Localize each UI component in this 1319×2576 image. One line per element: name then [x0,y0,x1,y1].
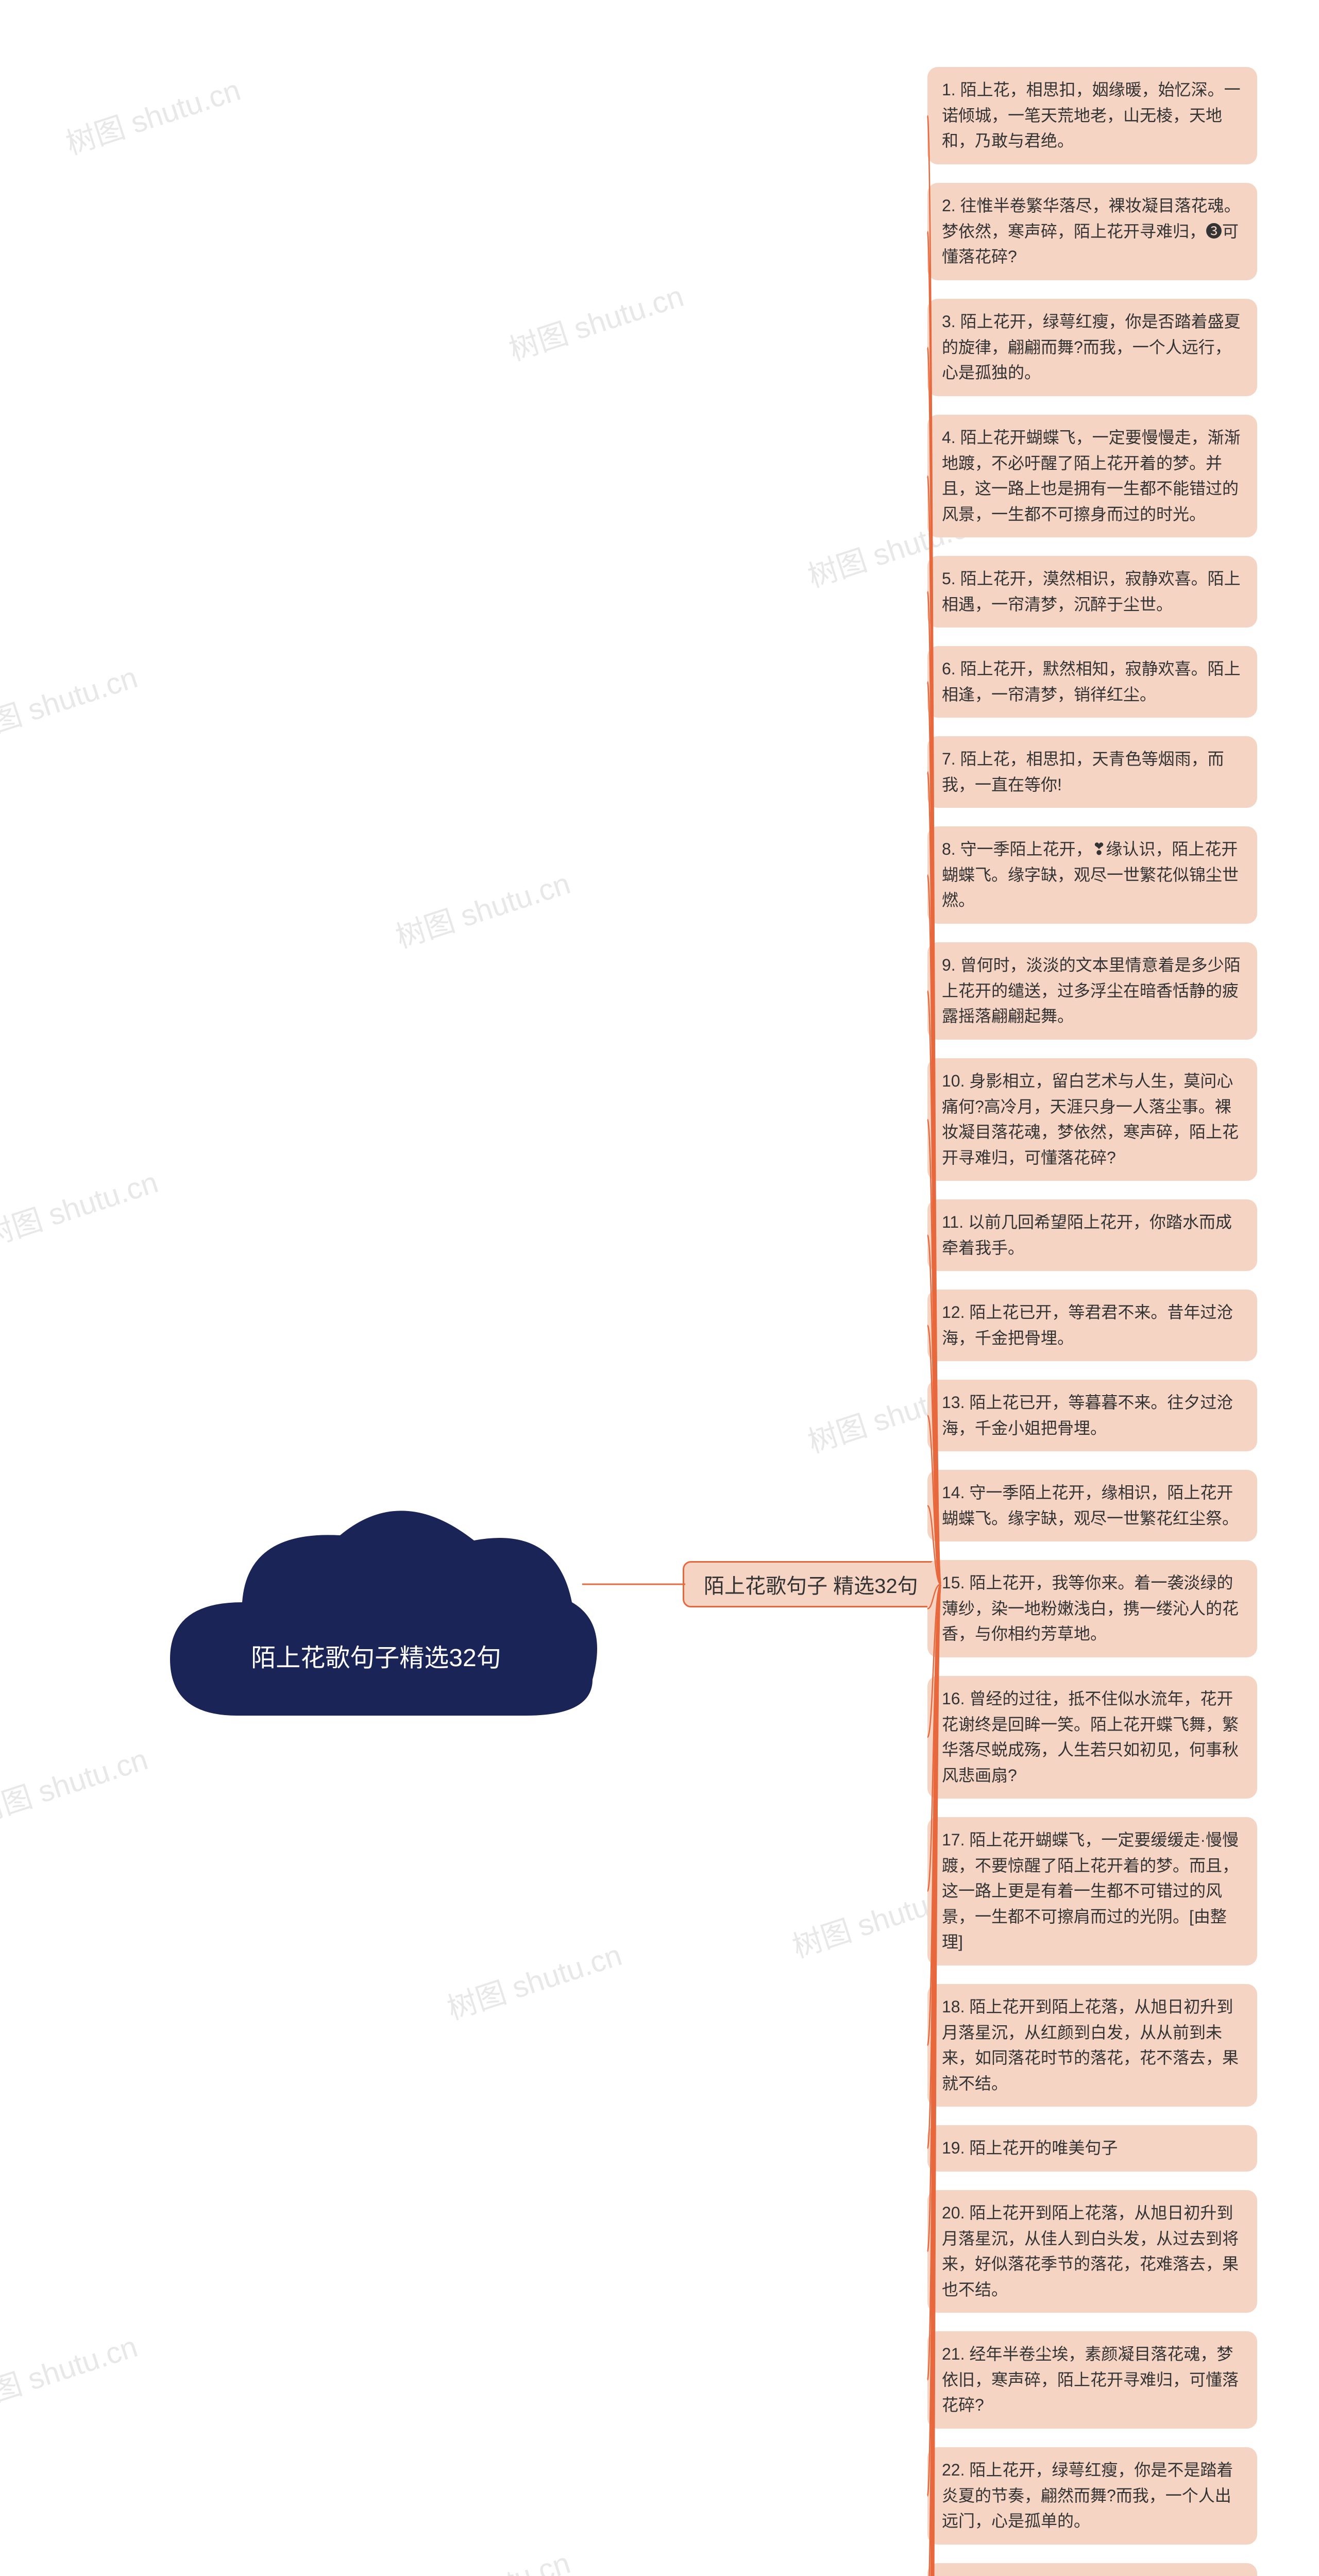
watermark: 树图 shutu.cn [0,2323,142,2419]
leaf-node[interactable]: 9. 曾何时，淡淡的文本里情意着是多少陌上花开的缱送，过多浮尘在暗香恬静的疲露摇… [927,942,1257,1040]
leaf-node[interactable]: 11. 以前几回希望陌上花开，你踏水而成牵着我手。 [927,1199,1257,1271]
leaf-node[interactable]: 10. 身影相立，留白艺术与人生，莫问心痛何?高冷月，天涯只身一人落尘事。裸妆凝… [927,1058,1257,1181]
leaf-node[interactable]: 15. 陌上花开，我等你来。着一袭淡绿的薄纱，染一地粉嫩浅白，携一缕沁人的花香，… [927,1560,1257,1657]
watermark: 树图 shutu.cn [0,1158,163,1255]
leaf-node[interactable]: 20. 陌上花开到陌上花落，从旭日初升到月落星沉，从佳人到白头发，从过去到将来，… [927,2190,1257,2313]
leaf-node[interactable]: 3. 陌上花开，绿萼红瘦，你是否踏着盛夏的旋律，翩翩而舞?而我，一个人远行，心是… [927,299,1257,396]
leaf-node[interactable]: 2. 往惟半卷繁华落尽，裸妆凝目落花魂。梦依然，寒声碎，陌上花开寻难归，❸可懂落… [927,183,1257,280]
watermark: 树图 shutu.cn [390,859,575,956]
leaf-node[interactable]: 21. 经年半卷尘埃，素颜凝目落花魂，梦依旧，寒声碎，陌上花开寻难归，可懂落花碎… [927,2331,1257,2429]
leaf-node[interactable]: 8. 守一季陌上花开，❣缘认识，陌上花开蝴蝶飞。缘字缺，观尽一世繁花似锦尘世燃。 [927,826,1257,924]
watermark: 树图 shutu.cn [0,1735,153,1832]
leaf-node[interactable]: 1. 陌上花，相思扣，姻缘暖，始忆深。一诺倾城，一笔天荒地老，山无棱，天地和，乃… [927,67,1257,164]
leaf-node[interactable]: 19. 陌上花开的唯美句子 [927,2125,1257,2172]
leaf-node[interactable]: 6. 陌上花开，默然相知，寂静欢喜。陌上相逢，一帘清梦，销徉红尘。 [927,646,1257,718]
leaf-node[interactable]: 18. 陌上花开到陌上花落，从旭日初升到月落星沉，从红颜到白发，从从前到未来，如… [927,1984,1257,2107]
watermark: 树图 shutu.cn [503,272,688,369]
root-label: 陌上花歌句子精选32句 [144,1637,608,1673]
cloud-icon [144,1494,608,1772]
leaf-node[interactable]: 7. 陌上花，相思扣，天青色等烟雨，而我，一直在等你! [927,736,1257,808]
leaf-node[interactable]: 5. 陌上花开，漠然相识，寂静欢喜。陌上相遇，一帘清梦，沉醉于尘世。 [927,556,1257,628]
watermark: 树图 shutu.cn [60,66,245,163]
leaf-node[interactable]: 16. 曾经的过往，抵不住似水流年，花开花谢终是回眸一笑。陌上花开蝶飞舞，繁华落… [927,1676,1257,1799]
leaf-node[interactable]: 12. 陌上花已开，等君君不来。昔年过沧海，千金把骨埋。 [927,1290,1257,1361]
leaf-node[interactable]: 23. 七弦叹，悲佳人，秋风悲画扇，半生深情若初逢。又一季，陌上花开上千年梦可相… [927,2563,1257,2576]
leaf-node[interactable]: 4. 陌上花开蝴蝶飞，一定要慢慢走，渐渐地踱，不必吁醒了陌上花开着的梦。并且，这… [927,415,1257,537]
watermark: 树图 shutu.cn [390,2539,575,2576]
leaf-node[interactable]: 17. 陌上花开蝴蝶飞，一定要缓缓走·慢慢踱，不要惊醒了陌上花开着的梦。而且，这… [927,1817,1257,1965]
level1-node[interactable]: 陌上花歌句子 精选32句 [683,1561,939,1607]
leaf-node[interactable]: 22. 陌上花开，绿萼红瘦，你是不是踏着炎夏的节奏，翩然而舞?而我，一个人出远门… [927,2447,1257,2545]
leaf-node[interactable]: 13. 陌上花已开，等暮暮不来。往夕过沧海，千金小姐把骨埋。 [927,1380,1257,1451]
watermark: 树图 shutu.cn [0,653,142,750]
leaf-node[interactable]: 14. 守一季陌上花开，缘相识，陌上花开蝴蝶飞。缘字缺，观尽一世繁花红尘祭。 [927,1470,1257,1541]
root-node[interactable]: 陌上花歌句子精选32句 [144,1494,608,1772]
watermark: 树图 shutu.cn [441,1931,627,2028]
